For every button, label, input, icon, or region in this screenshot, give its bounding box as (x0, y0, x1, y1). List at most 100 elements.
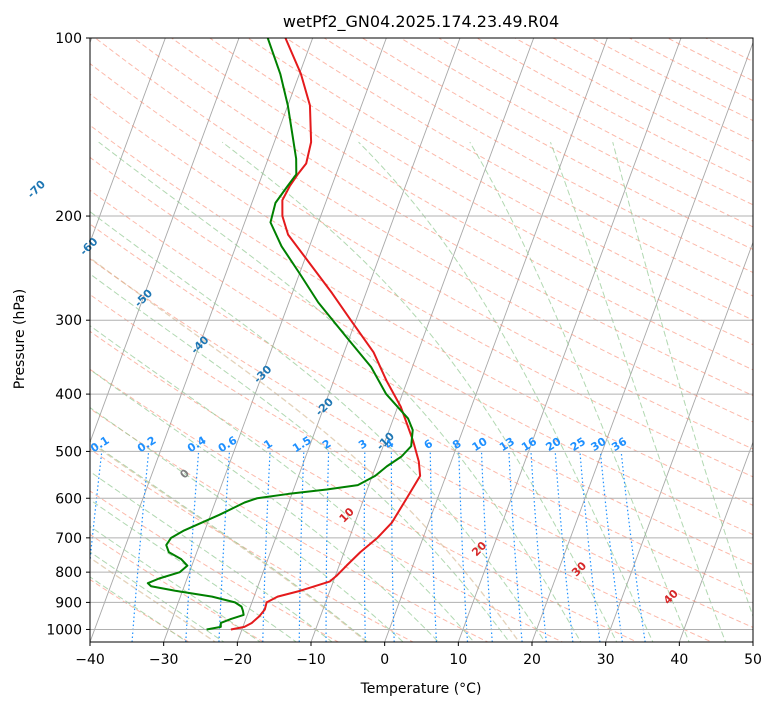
isotherm-label: -60 (77, 235, 100, 258)
x-tick-label: −10 (296, 652, 326, 668)
y-tick-label: 600 (55, 491, 82, 507)
x-tick-label: −30 (149, 652, 179, 668)
moist-adiabat-line (90, 471, 333, 642)
x-tick-label: 0 (380, 652, 389, 668)
plot-area (90, 38, 753, 642)
dry-adiabat-line (209, 38, 753, 346)
x-tick-label: 50 (744, 652, 762, 668)
moist-adiabat-label: 40 (661, 587, 681, 607)
x-tick-label: 40 (670, 652, 688, 668)
dry-adiabat-line (90, 330, 639, 642)
isotherm-line (90, 38, 240, 444)
isotherm-line (678, 440, 753, 642)
dry-adiabat-line (90, 223, 753, 597)
mixing-ratio-line (262, 451, 271, 642)
temperature-profile-line (230, 38, 422, 631)
moist-adiabat-line (90, 273, 510, 642)
isotherm-line (384, 38, 608, 642)
line-labels: 0.10.20.40.611.52346810131620253036-100-… (25, 177, 681, 607)
dry-adiabat-line (90, 490, 340, 642)
dry-adiabat-line (90, 368, 564, 642)
dry-adiabat-line (362, 38, 753, 251)
x-tick-label: 20 (523, 652, 541, 668)
y-tick-label: 200 (55, 209, 82, 225)
dry-adiabat-line (552, 38, 753, 142)
y-tick-label: 500 (55, 444, 82, 460)
mixing-ratio-line (508, 451, 523, 642)
dry-adiabat-line (400, 38, 753, 228)
y-tick-label: 300 (55, 313, 82, 329)
isotherm-label: -30 (251, 363, 274, 386)
x-axis-title: Temperature (°C) (360, 681, 482, 697)
dry-adiabat-line (90, 448, 414, 642)
dry-adiabat-line (90, 258, 753, 628)
dry-adiabat-line (94, 38, 753, 423)
dewpoint-profile-line (146, 38, 414, 631)
isotherm-line (163, 38, 387, 642)
isotherm-label: -50 (132, 286, 155, 309)
y-axis-title: Pressure (hPa) (12, 289, 28, 389)
mixing-ratio-line (620, 451, 646, 642)
dry-adiabat-line (247, 38, 753, 321)
moist-adiabat-line (90, 211, 546, 642)
isotherm-line (310, 38, 535, 642)
moist-adiabat-label: 20 (469, 539, 489, 559)
isotherm-line (605, 241, 753, 642)
moist-adiabat-line (90, 551, 225, 642)
mixing-ratio-line (458, 451, 469, 642)
isotherm-line (531, 41, 753, 642)
moist-adiabat-line (90, 406, 404, 642)
moist-adiabat-line (90, 499, 298, 642)
moist-adiabat-line (358, 141, 654, 642)
moist-adiabat-line (90, 576, 189, 642)
moist-adiabat-line (221, 141, 618, 642)
theta-e-line (90, 556, 217, 642)
dry-adiabat-line (90, 533, 265, 642)
plot-frame (89, 37, 754, 643)
mixing-ratio-line (131, 451, 150, 642)
dry-adiabat-line (133, 38, 753, 397)
y-tick-label: 1000 (46, 622, 82, 638)
x-tick-label: −20 (223, 652, 253, 668)
x-tick-label: 30 (597, 652, 615, 668)
moist-adiabat-label: 10 (337, 505, 357, 525)
isotherm-label: -70 (25, 177, 48, 200)
isotherm-label: -20 (313, 395, 336, 418)
moist-adiabat-label: 30 (569, 559, 589, 579)
y-tick-label: 700 (55, 531, 82, 547)
x-tick-label: −40 (75, 652, 105, 668)
dry-adiabat-line (171, 38, 753, 371)
isotherm-line (90, 38, 166, 244)
dry-adiabat-line (90, 93, 753, 478)
y-tick-label: 100 (55, 31, 82, 47)
x-tick-label: 10 (449, 652, 467, 668)
y-tick-label: 900 (55, 595, 82, 611)
dry-adiabat-line (667, 38, 753, 82)
moist-adiabat-line (90, 525, 262, 642)
dry-adiabat-line (90, 578, 190, 642)
moist-adiabat-line (550, 141, 727, 642)
y-tick-label: 400 (55, 387, 82, 403)
chart-title: wetPf2_GN04.2025.174.23.49.R04 (283, 12, 559, 32)
dry-adiabat-line (285, 38, 753, 297)
isotherm-line (457, 38, 682, 642)
mixing-ratio-line (298, 451, 305, 642)
dry-adiabat-line (514, 38, 753, 163)
moist-adiabat-line (612, 142, 753, 618)
theta-e-line (90, 441, 368, 642)
isotherm-label: -40 (188, 333, 211, 356)
moist-adiabat-label: 0 (177, 466, 192, 481)
dry-adiabat-line (90, 189, 753, 566)
dry-adiabat-line (705, 38, 753, 63)
dry-adiabat-line (90, 124, 753, 506)
dry-adiabat-line (591, 38, 753, 122)
moist-adiabat-line (98, 141, 582, 642)
moist-adiabat-line (469, 141, 690, 642)
dry-adiabat-line (90, 63, 753, 450)
moist-adiabat-line (90, 368, 440, 642)
mixing-ratio-label: 3 (356, 437, 369, 452)
y-tick-label: 800 (55, 565, 82, 581)
mixing-ratio-label: 2 (320, 437, 333, 452)
